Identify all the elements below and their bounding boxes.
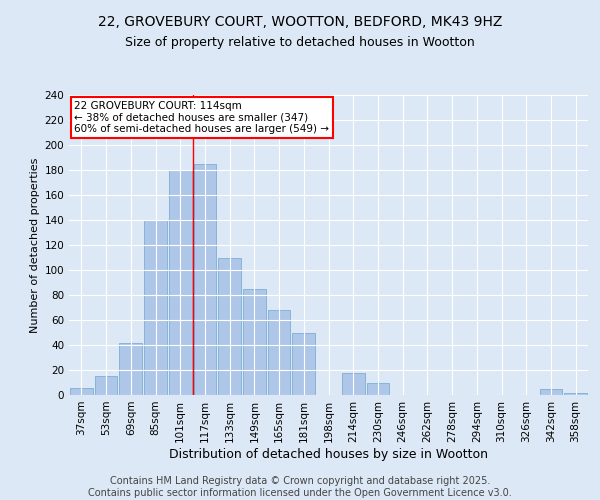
Bar: [95, 376, 118, 395]
Bar: [194, 164, 216, 395]
Bar: [218, 258, 241, 395]
X-axis label: Distribution of detached houses by size in Wootton: Distribution of detached houses by size …: [169, 448, 488, 460]
Bar: [243, 289, 266, 395]
Text: Size of property relative to detached houses in Wootton: Size of property relative to detached ho…: [125, 36, 475, 49]
Bar: [119, 342, 142, 395]
Text: Contains HM Land Registry data © Crown copyright and database right 2025.
Contai: Contains HM Land Registry data © Crown c…: [88, 476, 512, 498]
Bar: [169, 170, 191, 395]
Bar: [342, 372, 365, 395]
Bar: [268, 310, 290, 395]
Bar: [70, 388, 93, 395]
Bar: [564, 392, 587, 395]
Bar: [144, 220, 167, 395]
Y-axis label: Number of detached properties: Number of detached properties: [30, 158, 40, 332]
Text: 22, GROVEBURY COURT, WOOTTON, BEDFORD, MK43 9HZ: 22, GROVEBURY COURT, WOOTTON, BEDFORD, M…: [98, 16, 502, 30]
Text: 22 GROVEBURY COURT: 114sqm
← 38% of detached houses are smaller (347)
60% of sem: 22 GROVEBURY COURT: 114sqm ← 38% of deta…: [74, 101, 329, 134]
Bar: [539, 389, 562, 395]
Bar: [292, 332, 315, 395]
Bar: [367, 382, 389, 395]
